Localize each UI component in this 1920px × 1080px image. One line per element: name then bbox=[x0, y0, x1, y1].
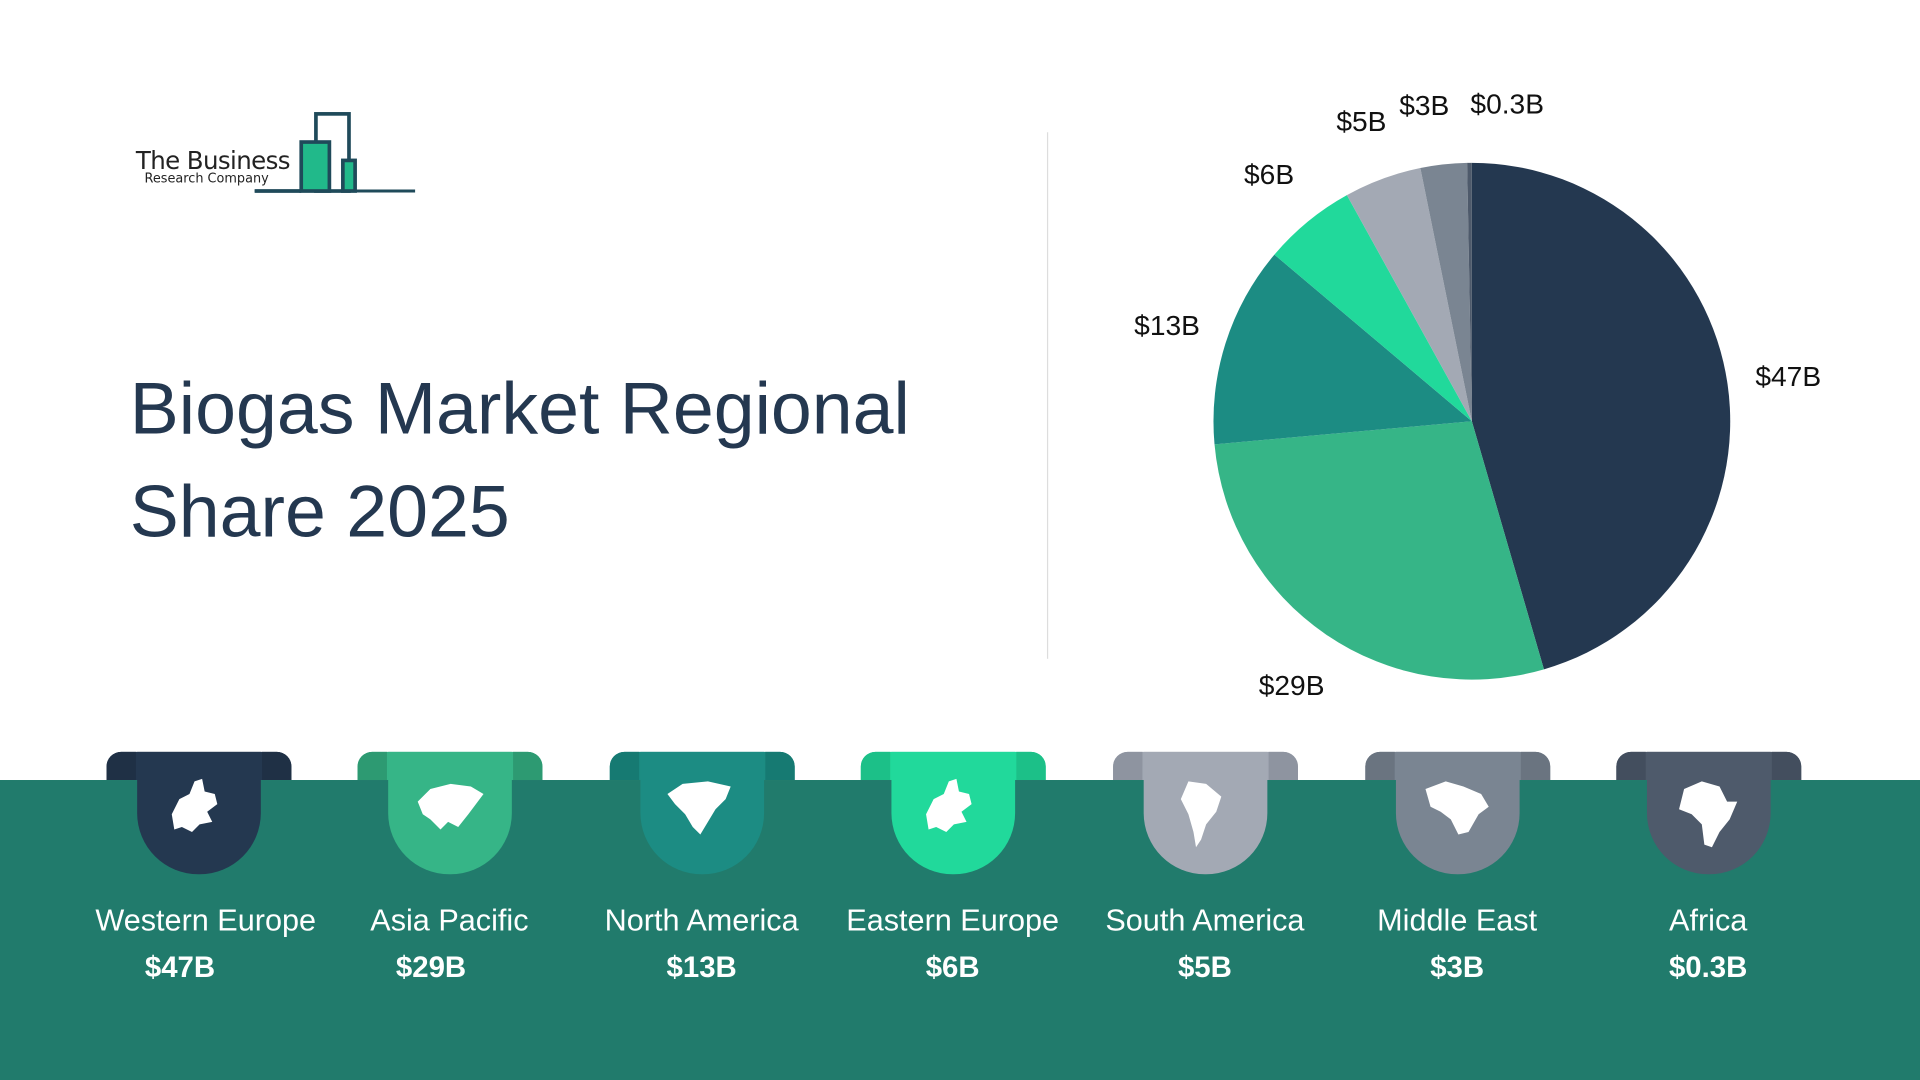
logo-subtext: Research Company bbox=[144, 171, 269, 187]
region-name: Middle East bbox=[1377, 903, 1538, 938]
africa-map-icon bbox=[1678, 781, 1737, 848]
pie-data-label: $47B bbox=[1755, 361, 1821, 392]
logo-text: The Business bbox=[135, 145, 291, 176]
divider bbox=[1046, 132, 1049, 659]
tab-ribbon-fold bbox=[1267, 751, 1298, 781]
pie-data-label: $0.3B bbox=[1470, 88, 1544, 119]
region-tab bbox=[105, 751, 291, 887]
tab-ribbon-fold bbox=[609, 751, 639, 781]
tab-ribbon-fold bbox=[764, 751, 795, 781]
region-tab bbox=[1112, 751, 1298, 887]
pie-data-label: $29B bbox=[1259, 670, 1325, 701]
pie-slice-africa bbox=[1467, 162, 1472, 422]
region-value: $47B bbox=[144, 951, 216, 985]
region-value: $6B bbox=[925, 951, 980, 985]
europe-map-icon bbox=[171, 778, 217, 833]
tab-ribbon-fold bbox=[1615, 751, 1646, 781]
pie-data-label: $5B bbox=[1336, 106, 1386, 137]
region-tab bbox=[860, 751, 1046, 887]
tab-ribbon-fold bbox=[356, 751, 387, 781]
region-name: Eastern Europe bbox=[846, 903, 1060, 938]
tab-ribbon-fold bbox=[860, 751, 890, 781]
asia-map-icon bbox=[417, 783, 483, 830]
region-tab bbox=[1615, 751, 1801, 887]
region-name: Western Europe bbox=[95, 903, 317, 938]
south-america-map-icon bbox=[1180, 781, 1221, 848]
pie-slice-north-america bbox=[1213, 254, 1472, 445]
pie-data-label: $3B bbox=[1399, 90, 1449, 121]
tab-ribbon-fold bbox=[1364, 751, 1395, 781]
region-tab bbox=[356, 751, 542, 887]
pie-slice-eastern-europe bbox=[1274, 195, 1472, 422]
pie-slice-western-europe bbox=[1471, 162, 1731, 670]
tab-ribbon-fold bbox=[1771, 751, 1801, 781]
region-value: $5B bbox=[1177, 951, 1232, 985]
tab-ribbon-fold bbox=[1520, 751, 1550, 781]
region-tab bbox=[1364, 751, 1550, 887]
region-value: $13B bbox=[666, 951, 737, 985]
pie-slice-south-america bbox=[1346, 168, 1472, 422]
tab-ribbon-fold bbox=[512, 751, 542, 781]
pie-chart: $47B $29B $13B $6B $5B $3B $0.3B bbox=[1134, 88, 1821, 701]
logo-buildings-icon bbox=[254, 112, 416, 193]
region-value: $3B bbox=[1430, 951, 1485, 985]
region-name: North America bbox=[604, 903, 799, 938]
tab-ribbon-fold bbox=[1112, 751, 1142, 781]
region-value: $29B bbox=[395, 951, 467, 985]
pie-data-label: $13B bbox=[1134, 310, 1200, 341]
region-name: Asia Pacific bbox=[370, 903, 529, 938]
tab-ribbon-fold bbox=[261, 751, 291, 781]
region-name: Africa bbox=[1669, 903, 1748, 938]
page-title: Biogas Market Regional Share 2025 bbox=[129, 367, 910, 553]
region-value: $0.3B bbox=[1668, 951, 1748, 985]
company-logo: The Business Research Company bbox=[132, 108, 426, 200]
pie-slice-asia-pacific bbox=[1214, 421, 1544, 680]
pie-slice-middle-east bbox=[1420, 162, 1472, 422]
middle-east-map-icon bbox=[1424, 781, 1489, 835]
region-tab bbox=[609, 751, 795, 887]
europe-map-icon bbox=[925, 778, 971, 833]
region-name: South America bbox=[1105, 903, 1305, 938]
pie-data-label: $6B bbox=[1244, 159, 1294, 190]
tab-ribbon-fold bbox=[1015, 751, 1046, 781]
tab-ribbon-fold bbox=[105, 751, 136, 781]
north-america-map-icon bbox=[666, 781, 731, 835]
